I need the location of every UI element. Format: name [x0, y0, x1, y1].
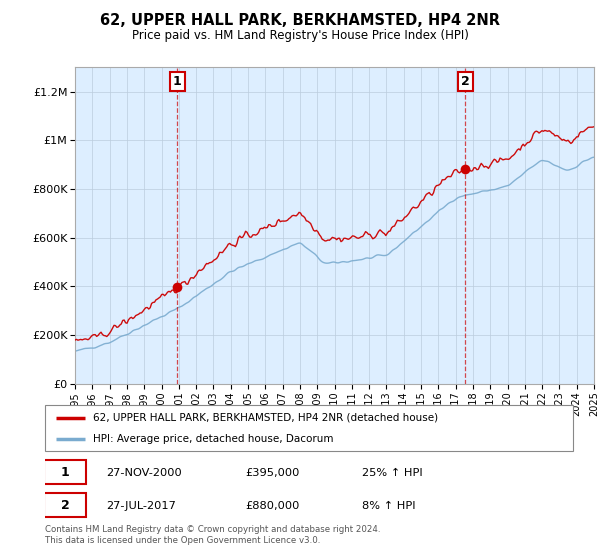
Text: 1: 1 — [61, 466, 70, 479]
Text: 27-JUL-2017: 27-JUL-2017 — [106, 501, 176, 511]
Text: HPI: Average price, detached house, Dacorum: HPI: Average price, detached house, Daco… — [92, 435, 333, 444]
FancyBboxPatch shape — [45, 405, 573, 451]
Text: £395,000: £395,000 — [245, 468, 300, 478]
Text: 1: 1 — [173, 75, 181, 88]
FancyBboxPatch shape — [44, 493, 86, 517]
Text: 2: 2 — [61, 499, 70, 512]
Text: 2: 2 — [461, 75, 469, 88]
Text: Price paid vs. HM Land Registry's House Price Index (HPI): Price paid vs. HM Land Registry's House … — [131, 29, 469, 42]
Text: 62, UPPER HALL PARK, BERKHAMSTED, HP4 2NR: 62, UPPER HALL PARK, BERKHAMSTED, HP4 2N… — [100, 13, 500, 28]
Text: Contains HM Land Registry data © Crown copyright and database right 2024.
This d: Contains HM Land Registry data © Crown c… — [45, 525, 380, 545]
Text: 25% ↑ HPI: 25% ↑ HPI — [362, 468, 422, 478]
Text: 62, UPPER HALL PARK, BERKHAMSTED, HP4 2NR (detached house): 62, UPPER HALL PARK, BERKHAMSTED, HP4 2N… — [92, 413, 437, 423]
Text: £880,000: £880,000 — [245, 501, 300, 511]
Text: 8% ↑ HPI: 8% ↑ HPI — [362, 501, 415, 511]
Text: 27-NOV-2000: 27-NOV-2000 — [106, 468, 181, 478]
FancyBboxPatch shape — [44, 460, 86, 484]
